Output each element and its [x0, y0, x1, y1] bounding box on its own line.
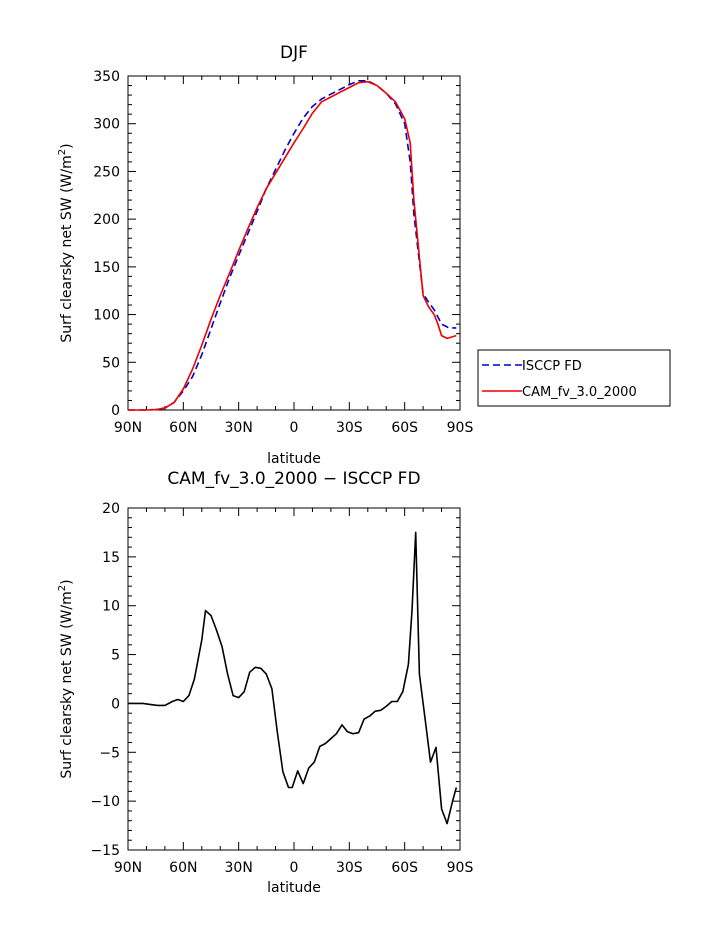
x-tick-label: 90S: [447, 860, 474, 876]
x-tick-label: 60N: [169, 860, 197, 876]
y-tick-label: 0: [111, 403, 120, 419]
y-axis-label-tail: ): [59, 143, 75, 148]
y-tick-label: −5: [99, 745, 120, 761]
y-tick-label: 15: [102, 550, 120, 566]
y-tick-label: 10: [102, 599, 120, 615]
legend: ISCCP FD CAM_fv_3.0_2000: [477, 349, 671, 407]
x-tick-label: 60N: [169, 420, 197, 436]
plot-frame: [127, 507, 461, 851]
y-axis-label: Surf clearsky net SW (W/m2): [57, 143, 75, 342]
x-tick-label: 30N: [225, 860, 253, 876]
y-tick-label: 100: [93, 308, 120, 324]
y-tick-label: 0: [111, 696, 120, 712]
y-tick-label: 200: [93, 212, 120, 228]
y-tick-label: 250: [93, 164, 120, 180]
y-axis-label: Surf clearsky net SW (W/m2): [57, 579, 75, 778]
x-tick-label: 60S: [391, 860, 418, 876]
y-tick-label: −10: [90, 794, 120, 810]
x-axis-label: latitude: [267, 880, 321, 896]
x-tick-label: 90N: [114, 860, 142, 876]
x-tick-label: 0: [290, 420, 299, 436]
y-axis-label-tail: ): [59, 579, 75, 584]
x-tick-label: 0: [290, 860, 299, 876]
top-panel-djf: 90N 60N 30N 0 30S 60S 90S 0 50 100 150 200 250 300 350…: [57, 43, 473, 467]
bottom-panel-difference: 90N 60N 30N 0 30S 60S 90S −15 −10 −5 0 5 10 15 20 CAM_f…: [57, 469, 473, 896]
y-axis-label-main: Surf clearsky net SW (W/m: [59, 155, 75, 342]
y-tick-label: 150: [93, 260, 120, 276]
legend-entry-label: CAM_fv_3.0_2000: [522, 385, 637, 400]
y-tick-label: 300: [93, 117, 120, 133]
x-tick-label: 90S: [447, 420, 474, 436]
series-line-cam-fv-3-0-2000: [128, 80, 457, 411]
x-tick-label: 30N: [225, 420, 253, 436]
legend-box: [477, 349, 671, 407]
x-tick-label: 60S: [391, 420, 418, 436]
x-tick-label: 90N: [114, 420, 142, 436]
plot-frame: [127, 75, 461, 411]
x-tick-label: 30S: [336, 860, 363, 876]
x-axis-label: latitude: [267, 451, 321, 467]
y-tick-label: 350: [93, 69, 120, 85]
y-axis-label-main: Surf clearsky net SW (W/m: [59, 591, 75, 778]
chart-title: CAM_fv_3.0_2000 − ISCCP FD: [167, 469, 420, 489]
legend-entry-label: ISCCP FD: [522, 359, 582, 374]
y-axis-label-sup: 2: [57, 149, 68, 155]
y-tick-label: −15: [90, 843, 120, 859]
y-axis-label-sup: 2: [57, 585, 68, 591]
series-line-isccp-fd: [128, 80, 457, 411]
y-tick-label: 50: [102, 355, 120, 371]
y-tick-label: 20: [102, 501, 120, 517]
x-tick-label: 30S: [336, 420, 363, 436]
chart-title: DJF: [280, 43, 308, 63]
difference-line: [128, 531, 458, 825]
y-tick-label: 5: [111, 648, 120, 664]
